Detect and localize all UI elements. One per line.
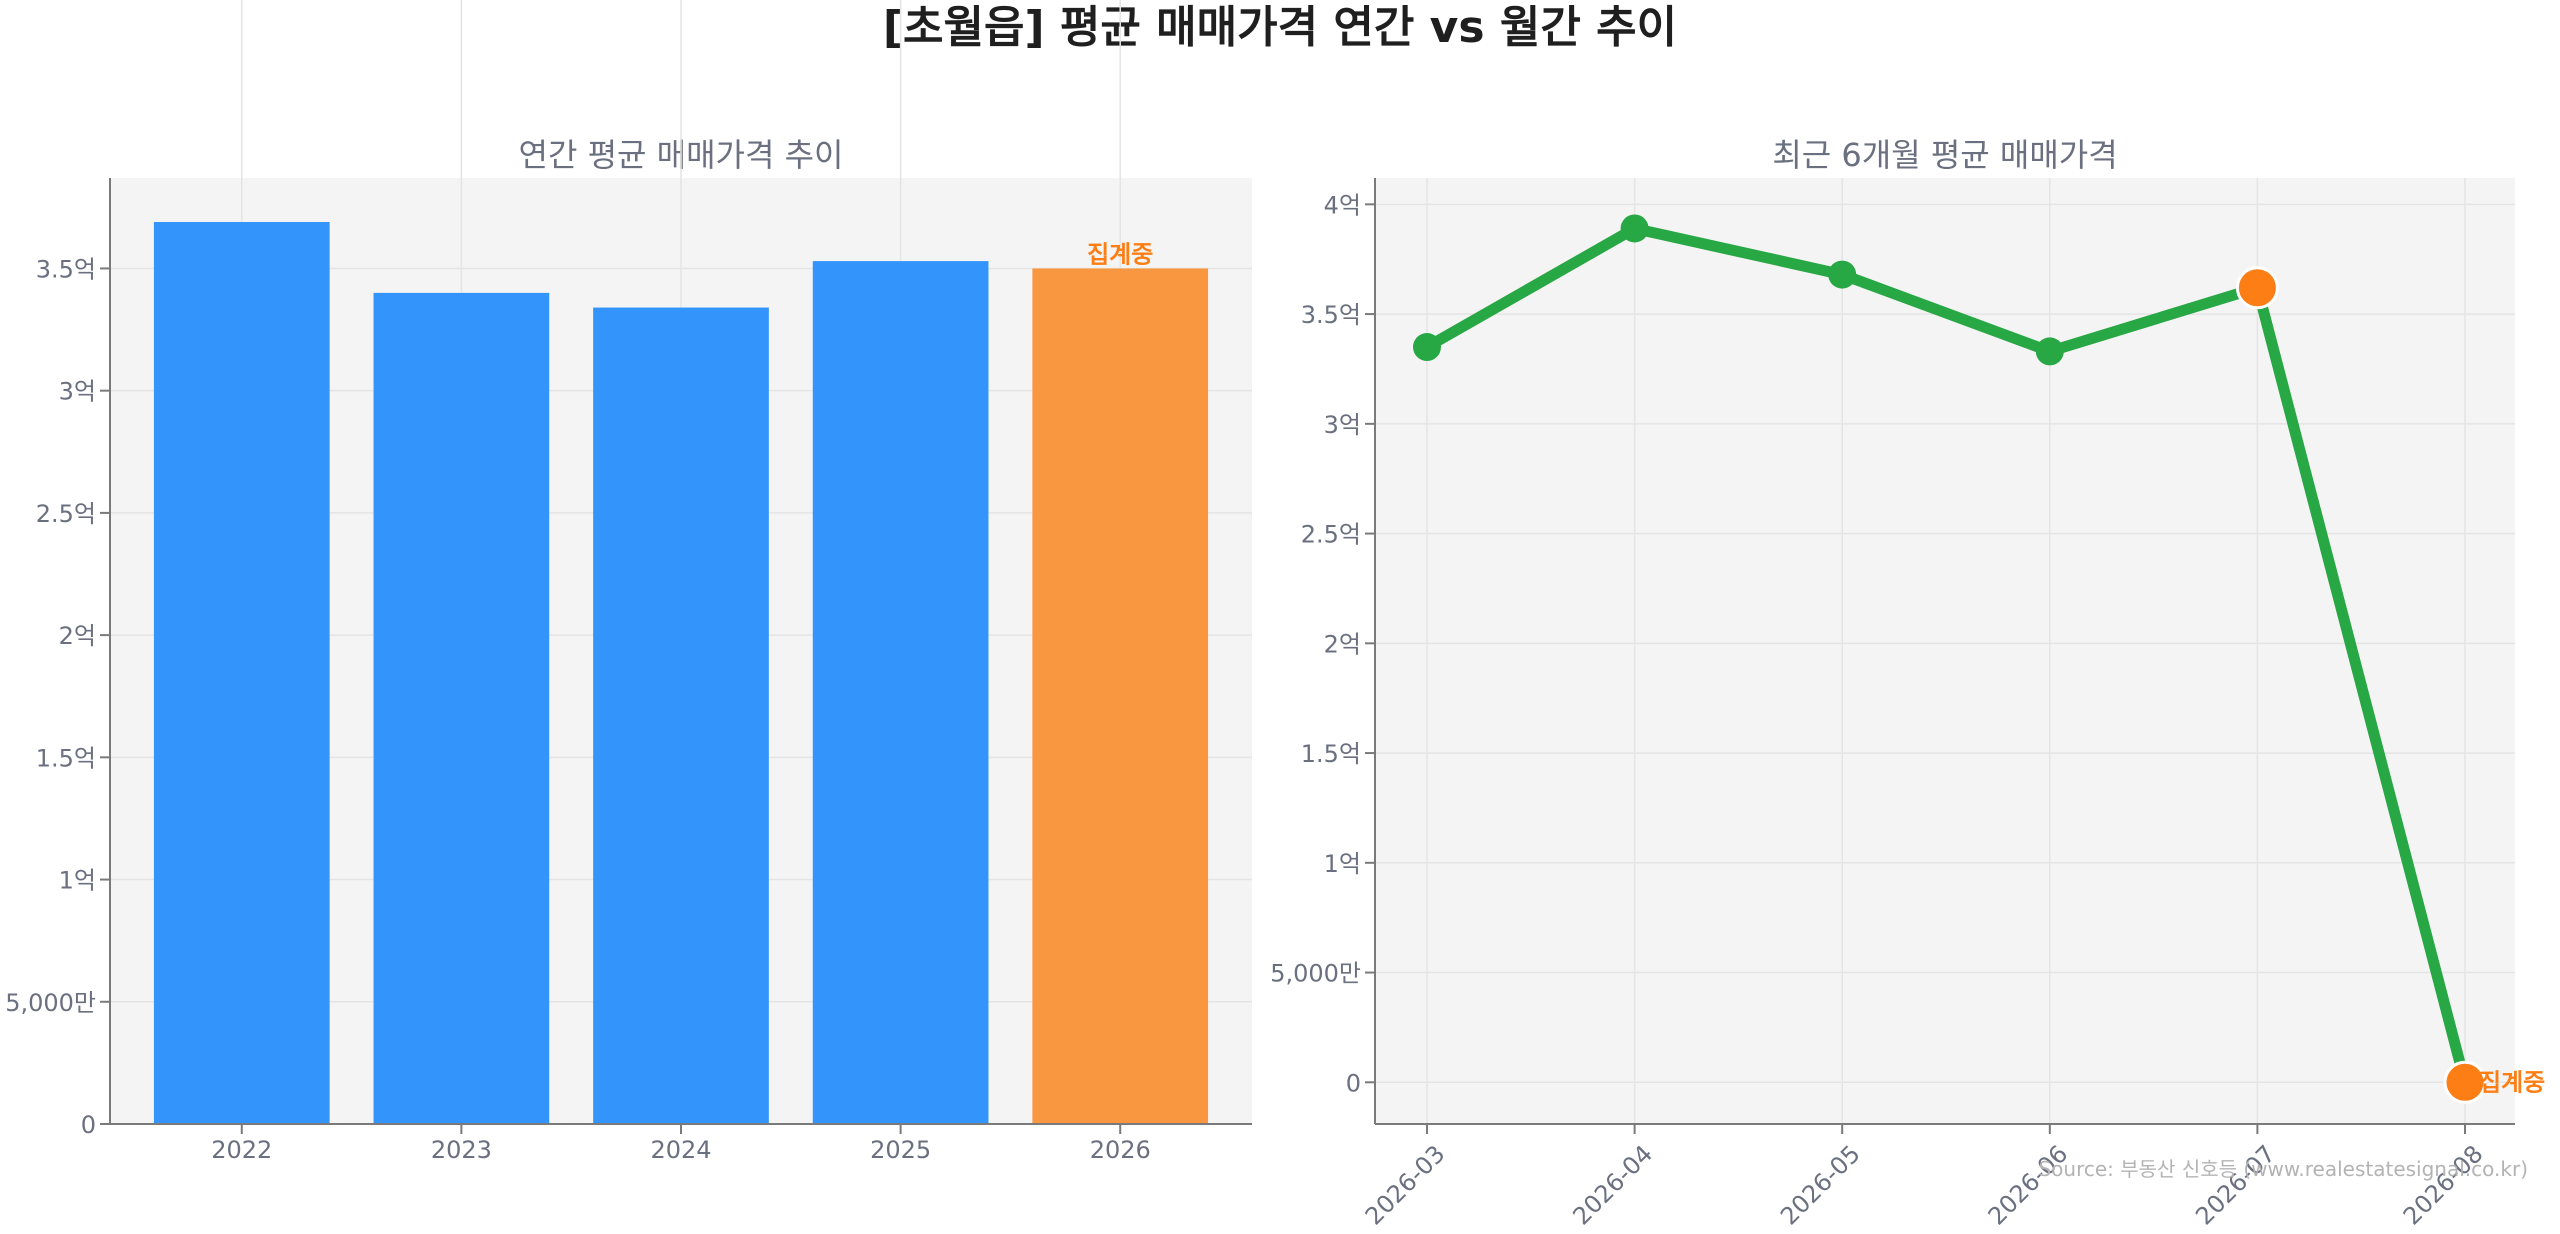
bar-chart-x-axis: 2022 2023 2024 2025 2026	[211, 1124, 1151, 1164]
line-y-tick-label: 4억	[1324, 191, 1361, 219]
bar-y-tick-label: 0	[81, 1111, 96, 1139]
line-x-tick-label: 2026-03	[1360, 1140, 1451, 1231]
figure-title: [초월읍] 평균 매매가격 연간 vs 월간 추이	[883, 2, 1677, 53]
line-x-tick-label: 2026-05	[1775, 1140, 1866, 1231]
line-y-tick-label: 3.5억	[1301, 301, 1361, 329]
bar-2024	[593, 307, 769, 1124]
bar-x-tick-label: 2026	[1090, 1136, 1151, 1164]
bar-2026	[1032, 268, 1209, 1124]
line-y-tick-label: 3억	[1324, 411, 1361, 439]
line-point-2026-07	[2235, 266, 2279, 310]
line-y-tick-label: 1.5억	[1301, 740, 1361, 768]
bar-2025	[812, 261, 989, 1125]
line-point-2026-06	[2035, 337, 2064, 366]
line-y-tick-label: 2억	[1324, 630, 1361, 658]
line-point-2026-03	[1413, 333, 1441, 362]
line-point-2026-08	[2443, 1060, 2487, 1104]
bar-y-tick-label: 2억	[59, 622, 96, 650]
line-chart-panel	[1375, 178, 2515, 1124]
bar-y-tick-label: 2.5억	[36, 500, 96, 528]
bar-2023	[373, 292, 550, 1124]
line-annotation-label: 집계중	[2479, 1068, 2545, 1096]
bar-y-tick-label: 5,000만	[5, 989, 96, 1017]
line-series-path	[1424, 222, 2471, 1084]
bar-2022	[153, 222, 330, 1124]
line-chart-grid	[1375, 178, 2515, 1124]
line-y-tick-label: 0	[1346, 1069, 1361, 1097]
bar-x-tick-label: 2022	[211, 1136, 272, 1164]
line-chart-y-axis: 0 5,000만 1억 1.5억 2억 2.5억 3억 3.5억 4억	[1270, 191, 1375, 1097]
bar-x-tick-label: 2025	[870, 1136, 931, 1164]
bar-chart-y-axis: 0 5,000만 1억 1.5억 2억 2.5억 3억 3.5억	[5, 255, 110, 1139]
bar-y-tick-label: 3.5억	[36, 255, 96, 283]
line-point-2026-05	[1828, 260, 1857, 289]
line-x-tick-label: 2026-08	[2398, 1140, 2489, 1231]
bar-y-tick-label: 1.5억	[36, 744, 96, 772]
line-x-tick-label: 2026-06	[1983, 1140, 2074, 1231]
bar-y-tick-label: 1억	[59, 867, 96, 895]
line-y-tick-label: 5,000만	[1270, 960, 1361, 988]
bar-annotation-label: 집계중	[1087, 240, 1153, 268]
bar-chart: 연간 평균 매매가격 추이 05,000만1억1.5억2억2.5억3억3.5억 …	[5, 0, 1252, 1164]
bar-x-tick-label: 2024	[650, 1136, 711, 1164]
bar-chart-bars	[153, 222, 1209, 1125]
source-note: Source: 부동산 신호등 (www.realestatesignal.co…	[2038, 1157, 2528, 1181]
line-x-tick-label: 2026-07	[2190, 1140, 2281, 1231]
line-y-tick-label: 1억	[1324, 850, 1361, 878]
line-x-tick-label: 2026-04	[1567, 1140, 1658, 1231]
bar-x-tick-label: 2023	[431, 1136, 492, 1164]
line-y-tick-label: 2.5억	[1301, 521, 1361, 549]
bar-y-tick-label: 3억	[59, 378, 96, 406]
line-chart-points	[1413, 214, 2487, 1104]
line-point-2026-04	[1620, 214, 1649, 243]
line-chart: 최근 6개월 평균 매매가격 0 5,000만 1억 1.5억 2억 2.5억 3억 3.5억…	[1270, 136, 2545, 1230]
line-chart-title: 최근 6개월 평균 매매가격	[1772, 136, 2117, 174]
